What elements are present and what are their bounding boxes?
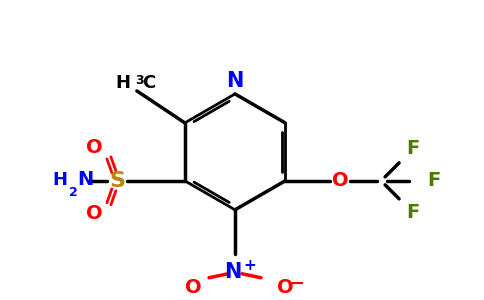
Text: H: H [52,171,67,189]
Text: O: O [86,204,102,223]
Text: O: O [86,138,102,158]
Text: O: O [185,278,201,297]
Text: N: N [224,262,242,282]
Text: O: O [277,278,294,297]
Text: O: O [332,171,348,190]
Text: +: + [243,258,256,273]
Text: 2: 2 [69,186,77,199]
Text: F: F [407,203,420,222]
Text: N: N [77,170,93,189]
Text: −: − [289,275,304,293]
Text: S: S [109,171,125,191]
Text: N: N [227,71,243,91]
Text: C: C [142,74,155,92]
Text: 3: 3 [135,74,143,87]
Text: F: F [427,171,440,190]
Text: H: H [116,74,131,92]
Text: F: F [407,140,420,158]
